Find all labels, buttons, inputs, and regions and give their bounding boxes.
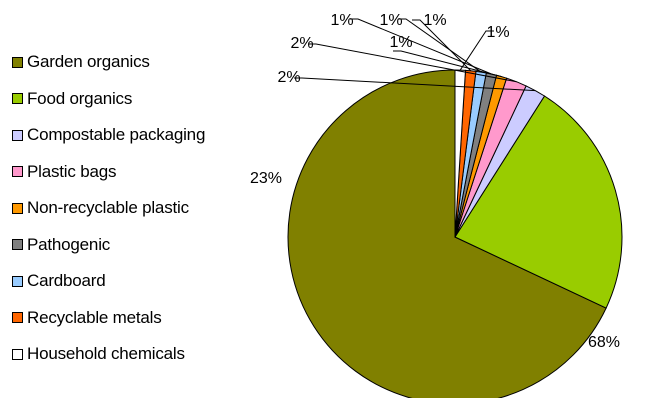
data-label: 68% <box>588 334 620 351</box>
data-label: 1% <box>486 24 509 41</box>
data-label: 1% <box>389 34 412 51</box>
legend-item-plastic-bags: Plastic bags <box>12 154 205 191</box>
legend-swatch <box>12 93 23 105</box>
leader-lines <box>294 18 536 92</box>
legend-item-food-organics: Food organics <box>12 81 205 118</box>
legend-swatch <box>12 275 23 287</box>
legend-swatch <box>12 239 23 251</box>
legend-item-cardboard: Cardboard <box>12 263 205 300</box>
legend-label: Recyclable metals <box>27 307 162 327</box>
data-label: 23% <box>250 170 282 187</box>
leader-line <box>350 18 492 75</box>
legend-item-non-recyclable-plastic: Non-recyclable plastic <box>12 190 205 227</box>
chart-legend: Garden organics Food organics Compostabl… <box>12 44 205 373</box>
legend-label: Plastic bags <box>27 161 117 181</box>
legend-label: Compostable packaging <box>27 125 206 145</box>
legend-label: Cardboard <box>27 271 106 291</box>
legend-item-household-chemicals: Household chemicals <box>12 336 205 373</box>
legend-item-compostable-packaging: Compostable packaging <box>12 117 205 154</box>
leader-line <box>459 30 494 71</box>
legend-label: Non-recyclable plastic <box>27 198 189 218</box>
legend-label: Garden organics <box>27 52 150 72</box>
legend-swatch <box>12 348 23 360</box>
legend-swatch <box>12 56 23 68</box>
data-labels: 68% 23% 2% 2% 1% 1% 1% 1% 1% <box>250 12 620 351</box>
leader-line <box>294 77 536 92</box>
legend-swatch <box>12 166 23 178</box>
leader-line <box>308 43 517 83</box>
data-label: 1% <box>379 12 402 29</box>
data-label: 1% <box>330 12 353 29</box>
legend-label: Household chemicals <box>27 344 185 364</box>
legend-label: Food organics <box>27 88 133 108</box>
legend-swatch <box>12 312 23 324</box>
legend-swatch <box>12 202 23 214</box>
leader-line <box>412 19 472 72</box>
pie-slice-food-organics <box>454 95 623 309</box>
pie-slices <box>287 69 623 398</box>
legend-item-recyclable-metals: Recyclable metals <box>12 300 205 337</box>
data-label: 1% <box>423 12 446 29</box>
data-label: 2% <box>290 35 313 52</box>
leader-line <box>398 18 482 73</box>
data-label: 2% <box>277 69 300 86</box>
legend-swatch <box>12 129 23 141</box>
legend-item-pathogenic: Pathogenic <box>12 227 205 264</box>
pie-slice-garden-organics <box>287 69 607 398</box>
legend-label: Pathogenic <box>27 234 111 254</box>
legend-item-garden-organics: Garden organics <box>12 44 205 81</box>
